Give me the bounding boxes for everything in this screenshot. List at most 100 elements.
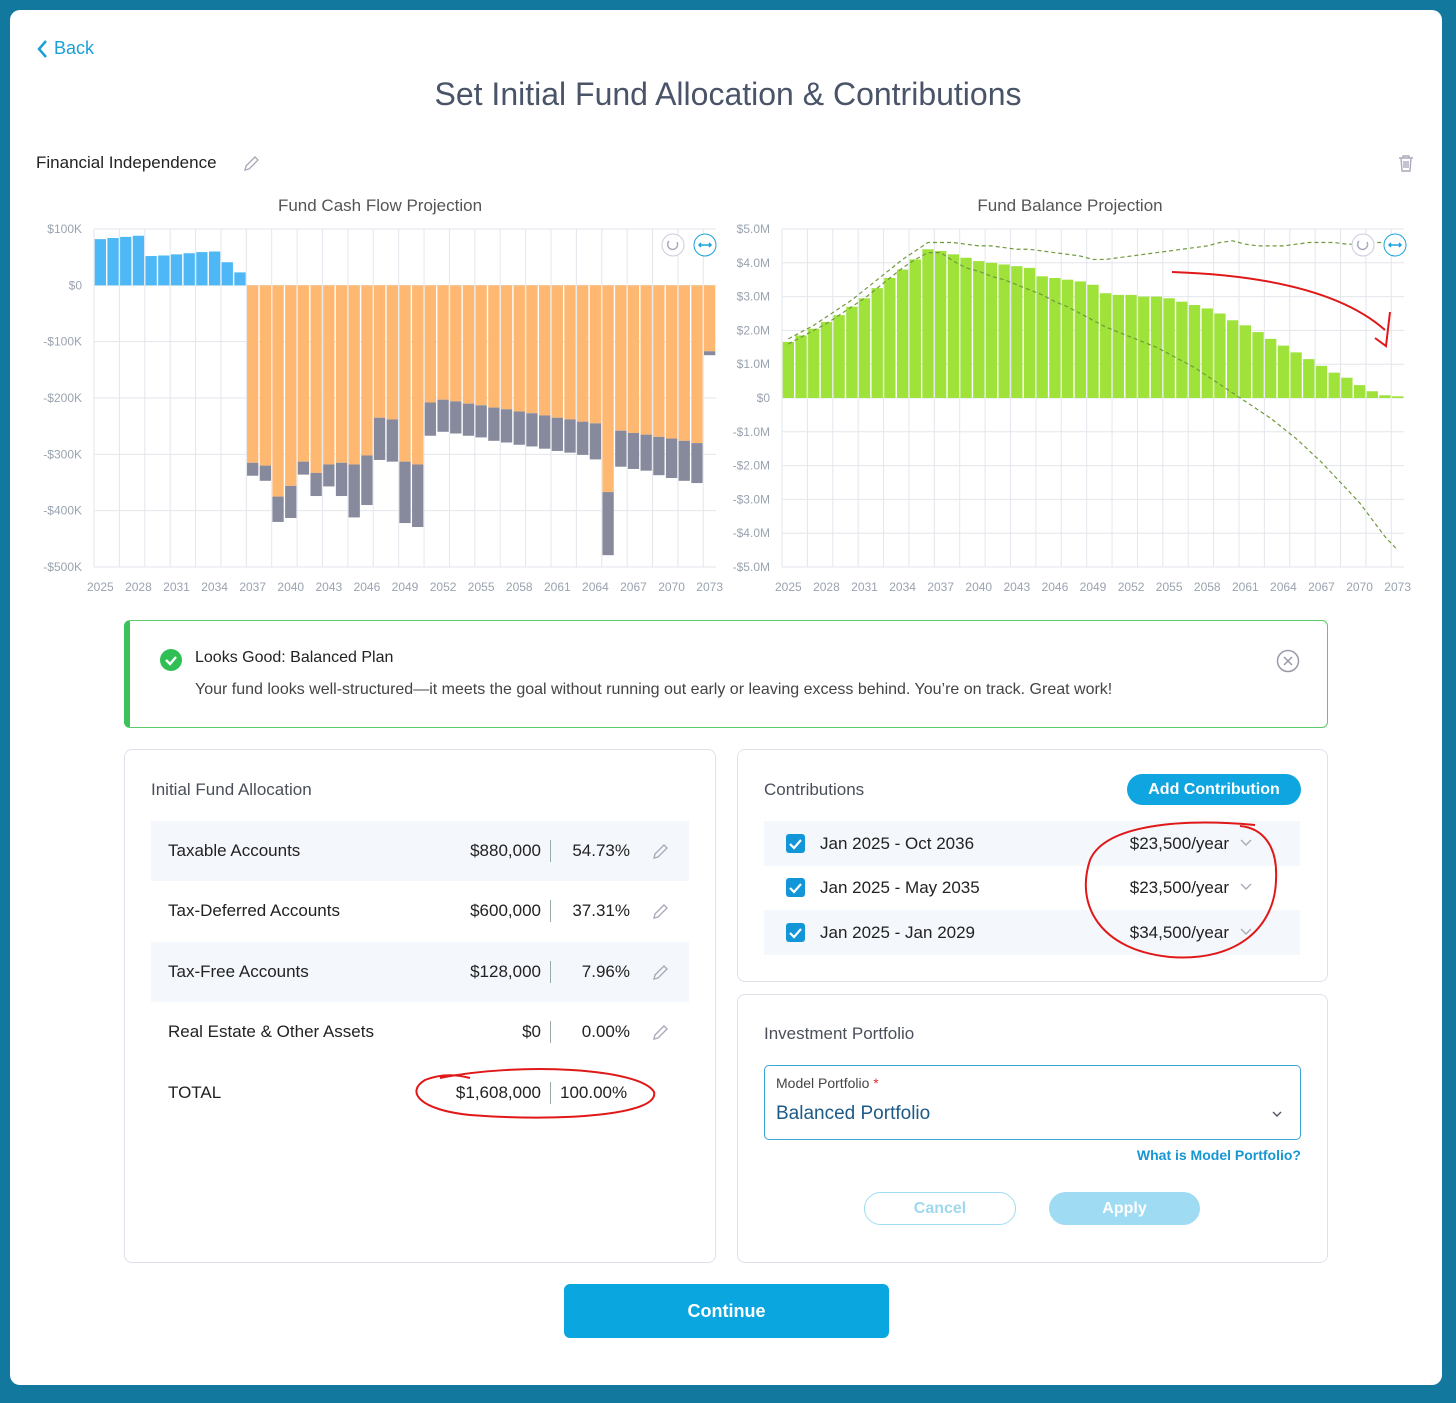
edit-icon[interactable] [651,903,669,921]
row-amount: $600,000 [470,901,541,920]
delete-icon[interactable] [1397,154,1415,173]
total-row: TOTAL $1,608,000 100.00% [151,1063,689,1123]
bar [665,438,678,478]
bar [462,403,475,436]
reset-button[interactable] [661,233,685,257]
row-percent: 0.00% [581,1022,630,1041]
bar [437,399,449,432]
bar [998,264,1010,398]
bar [1239,325,1251,398]
bar [884,278,896,398]
projection-line [788,252,1399,551]
bar [640,434,652,471]
bar [1303,359,1315,398]
help-link[interactable]: What is Model Portfolio? [1136,1147,1301,1163]
x-tick-label: 2061 [1232,580,1259,594]
add-contribution-button[interactable]: Add Contribution [1127,774,1301,805]
contribution-period: Jan 2025 - Oct 2036 [820,834,975,853]
bar [782,341,794,398]
contribution-amount: $34,500/year [1129,923,1229,942]
bar [323,285,335,465]
checkbox[interactable] [786,923,805,942]
reset-button[interactable] [1351,233,1375,257]
apply-button[interactable]: Apply [1049,1192,1200,1225]
bar [412,464,424,528]
expand-chevron[interactable] [1240,927,1252,937]
bar [513,285,525,412]
bar [526,413,538,447]
contribution-period: Jan 2025 - Jan 2029 [820,923,976,942]
bar [564,419,576,453]
back-button[interactable]: Back [36,38,94,59]
alert: Looks Good: Balanced Plan Your fund look… [124,620,1328,728]
bar [310,472,322,497]
x-tick-label: 2043 [315,580,342,594]
edit-icon[interactable] [651,1024,669,1042]
alert-title: Looks Good: Balanced Plan [195,649,394,666]
x-tick-label: 2058 [506,580,533,594]
divider [550,961,551,983]
row-percent: 37.31% [572,901,630,920]
bar [1049,278,1061,398]
bar [1315,365,1328,398]
portfolio-select[interactable]: Model Portfolio * Balanced Portfolio [764,1065,1301,1140]
x-tick-label: 2055 [468,580,495,594]
bar [399,285,411,462]
bar [1188,305,1201,398]
bar [577,285,589,422]
x-tick-label: 2073 [1384,580,1411,594]
y-tick-label: -$3.0M [733,492,770,506]
contribution-row: Jan 2025 - May 2035 $23,500/year [764,865,1300,910]
bar [1392,396,1404,398]
expand-chevron[interactable] [1240,838,1252,848]
bar [1341,377,1353,398]
cancel-button[interactable]: Cancel [864,1192,1016,1225]
total-label: TOTAL [168,1083,222,1102]
y-tick-label: $0 [69,278,83,292]
allocation-row: Real Estate & Other Assets $0 0.00% [151,1002,689,1062]
bar [500,285,513,410]
bar [1214,313,1226,398]
portfolio-card [737,994,1328,1263]
edit-goal-icon[interactable] [242,155,260,173]
bar [833,315,845,398]
expand-chevron[interactable] [1240,882,1252,892]
projection-line [788,240,1398,340]
bar [795,335,807,398]
x-tick-label: 2046 [1042,580,1069,594]
continue-button[interactable]: Continue [564,1284,889,1338]
bar [348,464,360,518]
edit-icon[interactable] [651,843,669,861]
edit-icon[interactable] [651,964,669,982]
bar [462,285,475,404]
contribution-period: Jan 2025 - May 2035 [820,878,980,897]
bar [297,285,310,462]
x-tick-label: 2028 [813,580,840,594]
x-tick-label: 2031 [851,580,878,594]
checkbox[interactable] [786,878,805,897]
y-tick-label: -$1.0M [733,425,770,439]
close-alert[interactable] [1276,649,1300,673]
bar [424,285,437,403]
bar [640,285,652,435]
bar [208,251,221,286]
bar [361,285,373,456]
checkbox[interactable] [786,834,805,853]
bar [1366,391,1378,398]
y-tick-label: $1.0M [737,357,770,371]
bar [1100,293,1112,398]
bar [1353,385,1366,398]
x-tick-label: 2034 [889,580,916,594]
bar [1290,352,1302,398]
page-title: Set Initial Fund Allocation & Contributi… [434,76,1022,112]
contribution-row: Jan 2025 - Oct 2036 $23,500/year [764,821,1300,866]
bar [1087,284,1099,398]
bar [196,252,208,286]
row-amount: $128,000 [470,962,541,981]
x-tick-label: 2049 [1080,580,1107,594]
reset-icon [666,240,679,251]
bar [234,272,246,286]
bar [475,285,487,406]
contribution-amount: $23,500/year [1129,878,1229,897]
field-label-text: Model Portfolio [776,1075,870,1091]
